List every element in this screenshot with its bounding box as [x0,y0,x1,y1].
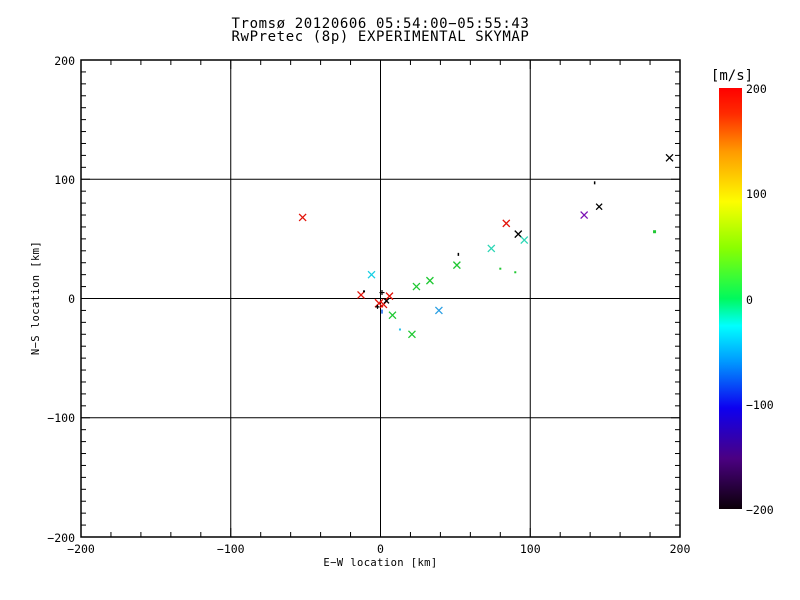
colorbar-tick-label: −100 [746,397,774,412]
data-point-x [367,270,376,279]
data-point-x [434,306,443,315]
data-point-x [514,230,523,239]
x-axis-title: E−W location [km] [323,557,438,569]
colorbar-tick-label: 200 [746,82,767,96]
colorbar-tick-label: −200 [746,503,774,517]
x-tick-label: 0 [377,542,384,556]
y-tick-label: 100 [54,172,75,187]
data-point-x [580,211,589,219]
data-point-x [383,297,390,304]
colorbar-tick-label: 0 [746,292,753,307]
data-point-x [357,290,365,299]
colorbar-tick-label: 100 [746,187,767,202]
x-tick-label: −200 [67,542,95,556]
x-tick-label: 100 [519,542,541,556]
data-point-x [388,311,397,320]
x-tick-label: 200 [669,542,691,556]
y-tick-label: 0 [68,292,75,306]
data-point-x [595,203,603,211]
y-tick-label: −200 [47,530,75,545]
x-tick-label: −100 [216,542,245,556]
data-point-dot [514,271,517,274]
data-point-x [487,244,496,253]
data-point-plus [375,304,380,309]
data-point-x [502,219,511,228]
y-tick-label: −100 [47,411,75,426]
data-point-x [520,236,529,245]
colorbar-unit-label: [m/s] [710,68,754,84]
data-point-dot [398,328,401,331]
data-point-dot [363,290,366,293]
data-point-dot [499,267,502,270]
colorbar [719,88,742,509]
data-point-dot [653,230,657,234]
data-point-x [407,330,416,339]
plot-title-line2: RwPretec (8p) EXPERIMENTAL SKYMAP [231,29,530,45]
y-axis-title: N−S location [km] [30,240,42,356]
data-point-x [665,153,674,162]
plot-title-line1: Tromsø 20120606 05:54:00−05:55:43 [231,16,530,32]
plot-title: Tromsø 20120606 05:54:00−05:55:43 RwPret… [81,16,680,45]
data-point-x [298,213,307,222]
data-point-plus [379,290,385,296]
data-point-x [452,261,461,270]
y-tick-label: 200 [54,53,75,68]
data-point-x [385,292,394,301]
data-point-x [412,282,421,291]
data-point-x [425,276,434,285]
